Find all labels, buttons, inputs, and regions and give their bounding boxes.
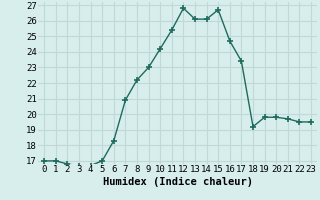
X-axis label: Humidex (Indice chaleur): Humidex (Indice chaleur) xyxy=(103,177,252,187)
